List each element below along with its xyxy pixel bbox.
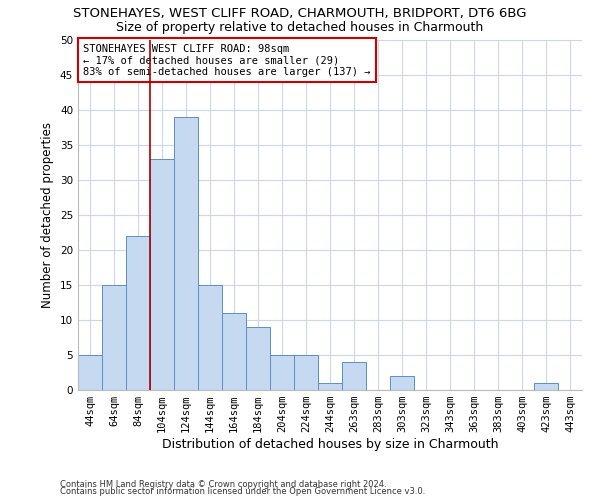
Text: STONEHAYES WEST CLIFF ROAD: 98sqm
← 17% of detached houses are smaller (29)
83% : STONEHAYES WEST CLIFF ROAD: 98sqm ← 17% …: [83, 44, 371, 76]
Bar: [78, 355, 102, 390]
Bar: [126, 236, 150, 390]
Bar: [270, 355, 294, 390]
Text: Contains public sector information licensed under the Open Government Licence v3: Contains public sector information licen…: [60, 487, 425, 496]
Y-axis label: Number of detached properties: Number of detached properties: [41, 122, 55, 308]
Bar: [150, 159, 174, 390]
Bar: [294, 355, 318, 390]
Text: Contains HM Land Registry data © Crown copyright and database right 2024.: Contains HM Land Registry data © Crown c…: [60, 480, 386, 489]
X-axis label: Distribution of detached houses by size in Charmouth: Distribution of detached houses by size …: [162, 438, 498, 451]
Text: Size of property relative to detached houses in Charmouth: Size of property relative to detached ho…: [116, 21, 484, 34]
Bar: [534, 383, 558, 390]
Bar: [390, 376, 414, 390]
Bar: [102, 285, 126, 390]
Bar: [174, 117, 198, 390]
Bar: [342, 362, 366, 390]
Bar: [222, 313, 246, 390]
Bar: [246, 327, 270, 390]
Text: STONEHAYES, WEST CLIFF ROAD, CHARMOUTH, BRIDPORT, DT6 6BG: STONEHAYES, WEST CLIFF ROAD, CHARMOUTH, …: [73, 8, 527, 20]
Bar: [198, 285, 222, 390]
Bar: [318, 383, 342, 390]
